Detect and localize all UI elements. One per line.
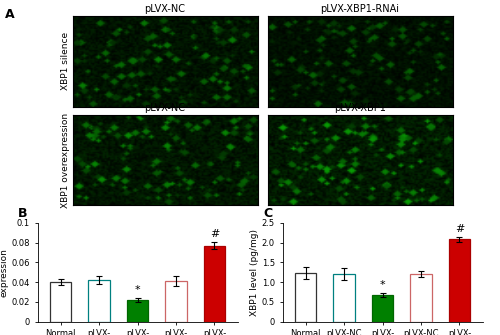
Text: pLVX-XBP1-RNAi: pLVX-XBP1-RNAi — [320, 4, 400, 14]
Text: *: * — [134, 285, 140, 295]
Bar — [410, 274, 432, 322]
Bar — [449, 240, 470, 322]
Text: XBP1 silence: XBP1 silence — [60, 32, 70, 90]
Bar — [166, 281, 186, 322]
Text: pLVX-NC: pLVX-NC — [144, 4, 186, 14]
Text: *: * — [380, 280, 386, 290]
Text: XBP1 overexpression: XBP1 overexpression — [60, 113, 70, 208]
Bar — [88, 280, 110, 322]
Text: A: A — [5, 8, 15, 21]
Text: pLVX-XBP1: pLVX-XBP1 — [334, 103, 386, 113]
Y-axis label: Relative XBP1 mRNA
expression: Relative XBP1 mRNA expression — [0, 225, 8, 319]
Bar — [204, 246, 225, 322]
Bar — [50, 282, 71, 322]
Text: #: # — [210, 228, 219, 239]
Y-axis label: XBP1 level (pg/mg): XBP1 level (pg/mg) — [250, 229, 259, 316]
Bar — [127, 300, 148, 322]
Text: pLVX-NC: pLVX-NC — [144, 103, 186, 113]
Bar — [334, 274, 354, 322]
Text: #: # — [454, 224, 464, 234]
Text: B: B — [18, 207, 28, 220]
Bar — [295, 273, 316, 322]
Bar — [372, 295, 393, 322]
Text: C: C — [264, 207, 272, 220]
